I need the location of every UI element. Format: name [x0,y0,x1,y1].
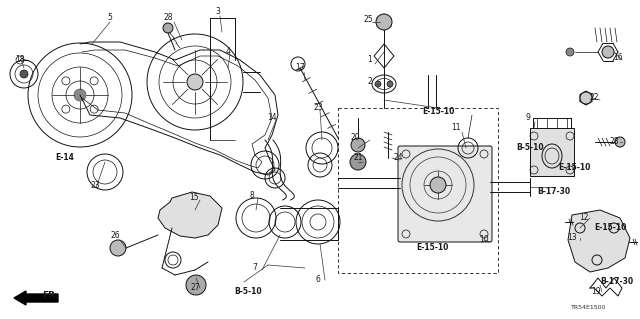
Circle shape [602,46,614,58]
Bar [338,108,498,273]
Text: B-17-30: B-17-30 [538,188,571,197]
Text: 20: 20 [350,133,360,143]
Text: 1: 1 [367,56,372,64]
Text: 15: 15 [189,194,199,203]
Text: TR54E1500: TR54E1500 [571,305,606,310]
FancyArrow shape [14,291,58,305]
Text: 2: 2 [367,78,372,86]
Text: E-14: E-14 [56,153,74,162]
Bar [530,128,574,176]
Text: 21: 21 [353,153,363,162]
Text: E-15-10: E-15-10 [416,243,448,253]
Text: B-5-10: B-5-10 [516,144,544,152]
Text: 25: 25 [363,16,373,25]
Text: 27: 27 [190,284,200,293]
Text: 16: 16 [613,54,623,63]
Circle shape [580,92,592,104]
Circle shape [20,70,28,78]
Text: 5: 5 [108,13,113,23]
Text: FR.: FR. [42,291,58,300]
Text: 22: 22 [589,93,599,102]
Text: 28: 28 [163,13,173,23]
Polygon shape [568,210,630,272]
Circle shape [375,81,381,87]
Text: 23: 23 [90,181,100,189]
Circle shape [110,240,126,256]
Circle shape [615,137,625,147]
Text: B-5-10: B-5-10 [234,287,262,296]
FancyBboxPatch shape [398,146,492,242]
Text: 14: 14 [267,114,277,122]
Text: 12: 12 [579,213,589,222]
Text: 18: 18 [15,56,25,64]
Text: 3: 3 [216,8,220,17]
Circle shape [376,14,392,30]
Polygon shape [580,91,592,105]
Text: 10: 10 [479,235,489,244]
Circle shape [566,48,574,56]
Text: 13: 13 [567,234,577,242]
Text: 28: 28 [609,137,619,146]
Text: 24: 24 [393,153,403,162]
Circle shape [74,89,86,101]
Text: 8: 8 [250,191,254,201]
Circle shape [430,177,446,193]
Text: 26: 26 [110,232,120,241]
Text: E-15-10: E-15-10 [558,164,590,173]
Text: E-15-10: E-15-10 [422,108,454,116]
Polygon shape [377,14,391,30]
Text: 7: 7 [253,263,257,272]
Text: 19: 19 [591,287,601,296]
Text: E-15-10: E-15-10 [594,224,626,233]
Text: B-17-30: B-17-30 [600,278,634,286]
Circle shape [187,74,203,90]
Text: 9: 9 [525,114,531,122]
Text: 4: 4 [225,48,230,56]
Text: 23: 23 [313,103,323,113]
Circle shape [351,138,365,152]
Circle shape [163,23,173,33]
Text: 11: 11 [451,123,461,132]
Text: 17: 17 [295,63,305,72]
Polygon shape [158,192,222,238]
Text: 6: 6 [316,276,321,285]
Circle shape [350,154,366,170]
Circle shape [186,275,206,295]
Circle shape [387,81,393,87]
